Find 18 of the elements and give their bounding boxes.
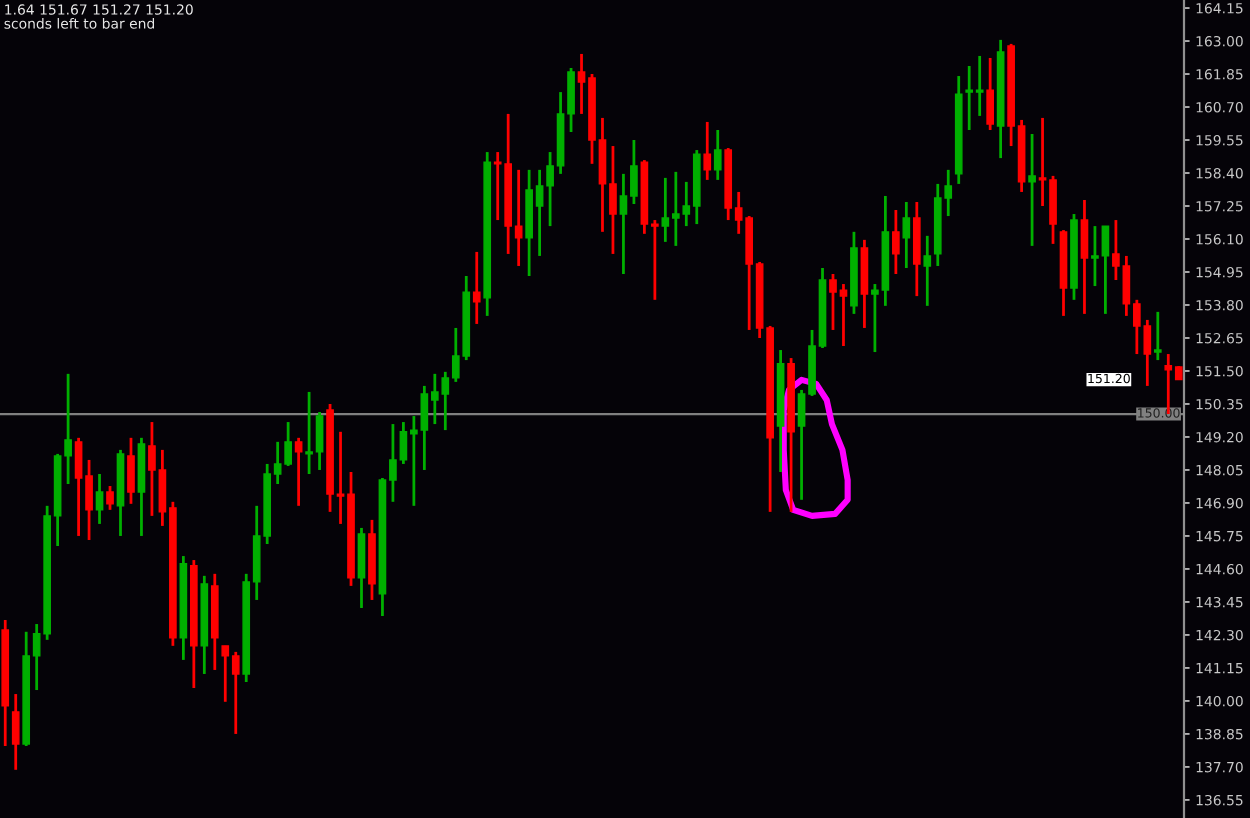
candlestick (294, 436, 303, 508)
candlestick (1080, 198, 1089, 316)
candlestick (892, 208, 900, 276)
candlestick (703, 120, 712, 182)
candlestick (472, 250, 481, 326)
candlestick (860, 238, 869, 330)
candlestick (713, 128, 722, 182)
candlestick (986, 56, 994, 132)
candlestick (11, 692, 20, 772)
candlestick (1153, 310, 1162, 362)
candlestick (1028, 132, 1036, 248)
candlestick (923, 234, 932, 308)
candlestick (357, 526, 366, 610)
candlestick (95, 472, 104, 526)
candlestick (106, 484, 114, 512)
candlestick (127, 436, 135, 506)
candlestick (912, 200, 921, 298)
candlestick (902, 200, 911, 270)
